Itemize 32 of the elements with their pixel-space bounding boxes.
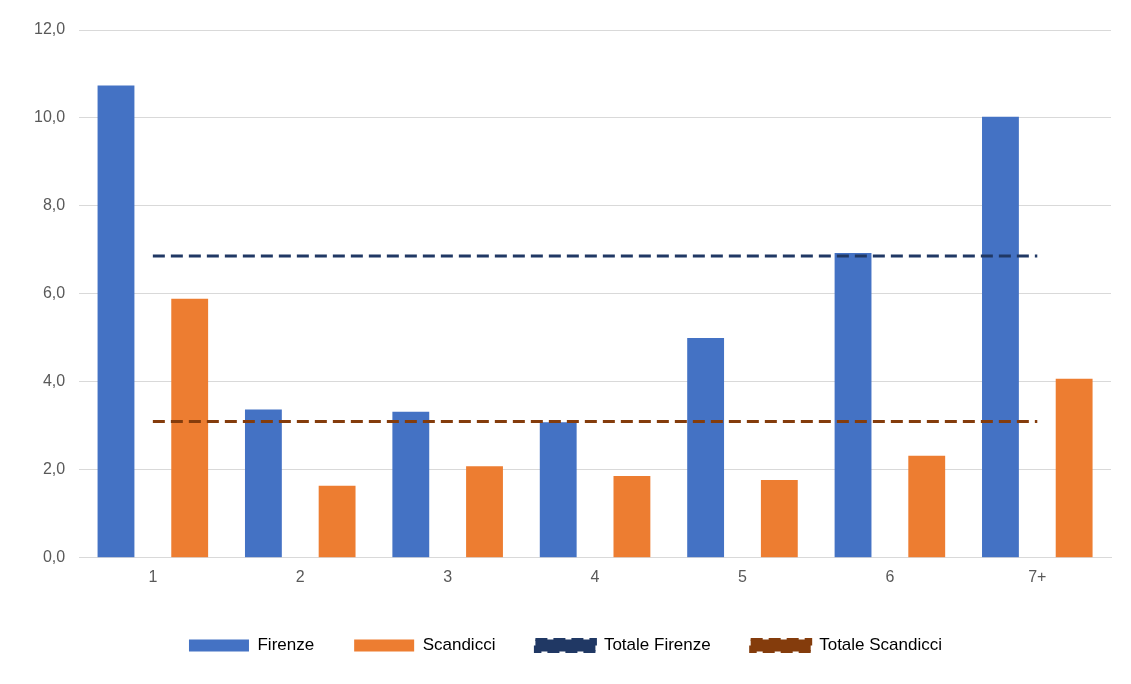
legend-label: Totale Scandicci — [819, 635, 943, 655]
bar — [834, 253, 872, 558]
y-tick-label: 6,0 — [42, 284, 66, 302]
bar — [539, 422, 577, 558]
bar — [1055, 378, 1093, 558]
bar — [687, 337, 725, 558]
legend-label: Firenze — [257, 635, 315, 655]
bar — [171, 298, 209, 558]
y-tick-label: 2,0 — [42, 460, 66, 478]
bar — [318, 485, 356, 558]
bar — [97, 85, 135, 558]
x-tick-label: 4 — [590, 567, 600, 585]
x-tick-label: 6 — [885, 567, 895, 585]
bar — [760, 479, 798, 558]
x-tick-label: 7+ — [1028, 567, 1047, 585]
y-tick-label: 8,0 — [42, 196, 66, 214]
x-tick-label: 1 — [148, 567, 158, 585]
y-tick-label: 10,0 — [34, 108, 66, 126]
x-tick-label: 5 — [738, 567, 748, 585]
legend-label: Totale Firenze — [603, 635, 711, 655]
bar — [908, 455, 946, 558]
bar — [392, 411, 430, 558]
y-tick-label: 4,0 — [42, 372, 66, 390]
legend-label: Scandicci — [422, 635, 496, 655]
bar — [244, 409, 282, 558]
bar — [613, 475, 651, 558]
bar — [466, 466, 503, 558]
y-tick-label: 0,0 — [42, 548, 66, 566]
y-tick-label: 12,0 — [34, 20, 66, 38]
bar — [982, 116, 1019, 558]
x-tick-label: 2 — [295, 567, 305, 585]
x-tick-label: 3 — [443, 567, 453, 585]
